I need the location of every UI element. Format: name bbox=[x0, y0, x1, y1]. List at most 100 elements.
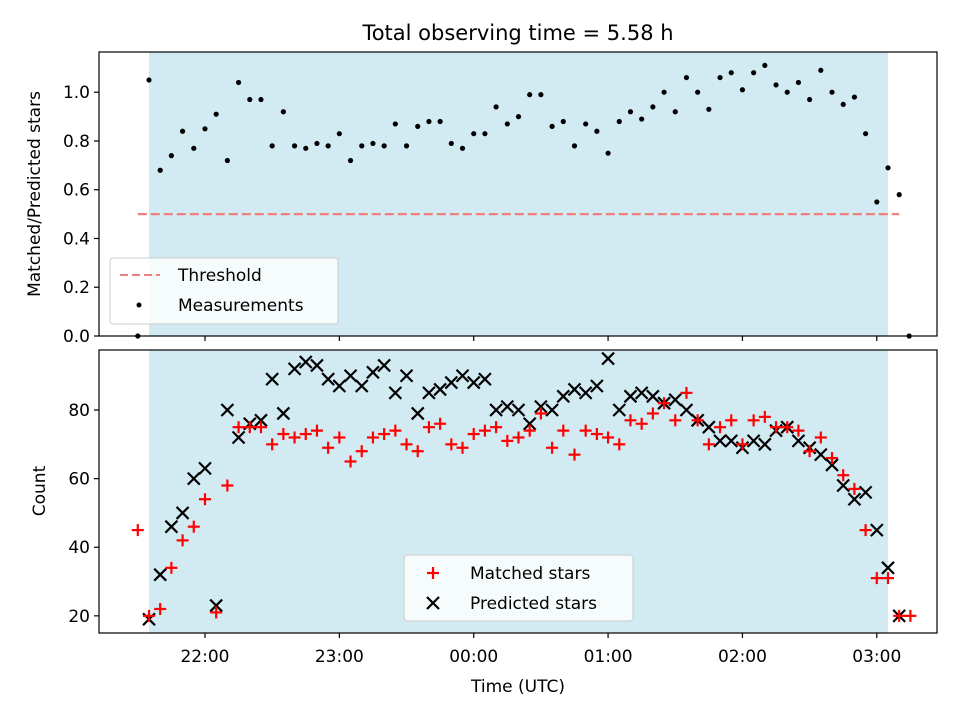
measurement-point bbox=[493, 104, 499, 110]
matched-star-point bbox=[702, 438, 715, 451]
measurement-point bbox=[157, 167, 163, 173]
bottom-y-tick-label: 20 bbox=[68, 607, 90, 627]
matched-star-point bbox=[893, 609, 906, 622]
predicted-star-point bbox=[354, 379, 369, 393]
matched-star-point bbox=[557, 424, 570, 437]
matched-star-point bbox=[747, 414, 760, 427]
predicted-star-point bbox=[489, 403, 503, 417]
matched-star-point bbox=[770, 421, 783, 434]
matched-star-point bbox=[478, 424, 491, 437]
measurement-point bbox=[482, 131, 488, 137]
x-tick-label: 03:00 bbox=[852, 647, 901, 667]
top-legend-box bbox=[109, 257, 339, 325]
matched-star-point bbox=[736, 438, 749, 451]
predicted-star-point bbox=[343, 368, 358, 383]
predicted-star-point bbox=[455, 368, 470, 383]
legend-predicted-label: Predicted stars bbox=[470, 594, 597, 614]
x-tick-label: 23:00 bbox=[315, 647, 364, 667]
measurement-point bbox=[728, 70, 734, 76]
x-tick-label: 00:00 bbox=[449, 647, 498, 667]
matched-star-point bbox=[714, 421, 727, 434]
predicted-star-point bbox=[758, 437, 772, 452]
measurement-point bbox=[459, 145, 466, 151]
predicted-star-point bbox=[377, 358, 391, 373]
predicted-star-point bbox=[836, 478, 850, 493]
matched-star-point bbox=[333, 431, 346, 444]
matched-star-point bbox=[221, 479, 234, 492]
x-axis-label: Time (UTC) bbox=[470, 677, 565, 697]
predicted-star-point bbox=[858, 485, 873, 500]
matched-star-point bbox=[658, 397, 671, 410]
predicted-star-point bbox=[556, 389, 571, 404]
matched-star-point bbox=[355, 445, 368, 458]
measurement-point bbox=[627, 109, 634, 115]
matched-star-point bbox=[456, 441, 469, 454]
measurement-point bbox=[247, 96, 253, 103]
measurement-point bbox=[381, 143, 387, 149]
measurement-point bbox=[874, 199, 880, 205]
predicted-star-point bbox=[814, 447, 828, 462]
measurement-point bbox=[269, 143, 275, 149]
measurement-point bbox=[191, 145, 197, 151]
predicted-star-point bbox=[254, 413, 268, 428]
measurement-point bbox=[594, 128, 600, 134]
matched-star-point bbox=[254, 421, 267, 434]
predicted-star-point bbox=[366, 365, 380, 380]
matched-star-point bbox=[422, 421, 435, 434]
legend-matched-swatch bbox=[427, 567, 439, 579]
bottom-legend: Matched stars Predicted stars bbox=[403, 554, 634, 622]
measurement-point bbox=[751, 70, 757, 76]
measurement-point bbox=[851, 94, 858, 100]
measurement-point bbox=[415, 123, 421, 129]
measurement-point bbox=[314, 140, 320, 147]
measurement-point bbox=[639, 116, 645, 122]
measurement-point bbox=[347, 157, 354, 164]
top-y-tick-label: 1.0 bbox=[63, 83, 90, 103]
predicted-star-point bbox=[298, 355, 313, 369]
bottom-y-tick-label: 40 bbox=[68, 538, 90, 558]
legend-threshold-label: Threshold bbox=[177, 266, 262, 286]
predicted-star-point bbox=[187, 471, 201, 486]
measurement-point bbox=[504, 121, 510, 127]
measurement-point bbox=[818, 67, 824, 73]
predicted-star-point bbox=[634, 386, 649, 400]
measurement-point bbox=[583, 121, 589, 127]
legend-predicted-swatch bbox=[426, 596, 440, 610]
measurement-point bbox=[235, 79, 242, 86]
measurement-point bbox=[146, 77, 152, 83]
predicted-star-point bbox=[198, 461, 212, 476]
legend-matched-label: Matched stars bbox=[470, 564, 590, 584]
predicted-star-point bbox=[220, 403, 235, 417]
measurement-point bbox=[807, 96, 813, 103]
predicted-star-point bbox=[612, 403, 627, 417]
matched-star-point bbox=[534, 407, 547, 420]
predicted-star-point bbox=[164, 519, 179, 534]
predicted-star-point bbox=[388, 386, 403, 400]
matched-star-point bbox=[344, 455, 357, 468]
measurement-point bbox=[795, 79, 802, 86]
matched-star-point bbox=[288, 431, 301, 444]
measurement-point bbox=[179, 128, 186, 134]
predicted-star-point bbox=[646, 389, 660, 404]
measurement-point bbox=[527, 92, 533, 98]
predicted-star-point bbox=[746, 434, 761, 448]
matched-star-point bbox=[434, 417, 447, 430]
matched-star-point bbox=[131, 524, 144, 537]
x-tick-label: 22:00 bbox=[180, 647, 229, 667]
measurement-point bbox=[672, 109, 678, 115]
matched-star-point bbox=[243, 421, 256, 434]
top-y-axis-label: Matched/Predicted stars bbox=[25, 91, 45, 297]
predicted-star-point bbox=[578, 386, 593, 400]
predicted-star-point bbox=[332, 379, 347, 393]
measurement-point bbox=[706, 106, 712, 112]
predicted-star-point bbox=[444, 375, 459, 390]
matched-star-point bbox=[232, 421, 245, 434]
matched-star-point bbox=[882, 572, 894, 585]
legend-measurements-swatch bbox=[136, 302, 142, 308]
predicted-star-point bbox=[478, 372, 492, 386]
matched-star-point bbox=[646, 407, 659, 420]
matched-star-point bbox=[322, 441, 335, 454]
predicted-star-point bbox=[433, 382, 447, 397]
top-y-tick-label: 0.0 bbox=[63, 327, 90, 347]
matched-star-point bbox=[691, 414, 704, 427]
